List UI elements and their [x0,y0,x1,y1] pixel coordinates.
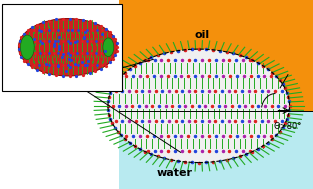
Text: oil: oil [194,30,209,40]
Bar [119,0,313,111]
Bar [119,111,313,189]
Ellipse shape [108,49,290,163]
Ellipse shape [103,38,114,57]
Ellipse shape [18,19,117,76]
Text: water: water [156,168,192,178]
Bar [2,4,122,91]
Ellipse shape [20,35,34,60]
Text: Θ>80°: Θ>80° [274,122,302,132]
